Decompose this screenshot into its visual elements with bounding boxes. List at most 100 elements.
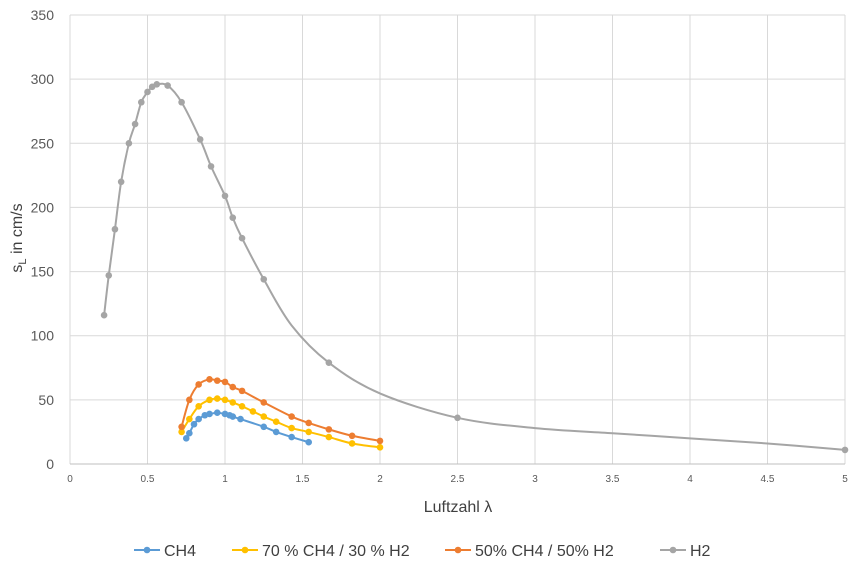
data-point bbox=[305, 419, 313, 427]
data-point bbox=[186, 429, 193, 437]
legend: CH4 70 % CH4 / 30 % H2 50% CH4 / 50% H2 H2 bbox=[134, 543, 711, 560]
y-tick-label: 0 bbox=[46, 456, 54, 472]
data-point bbox=[325, 426, 333, 433]
legend-swatch-marker bbox=[241, 546, 249, 554]
data-point bbox=[213, 395, 221, 402]
x-axis-title: Luftzahl λ bbox=[424, 499, 492, 516]
series-line bbox=[180, 378, 381, 442]
data-point bbox=[325, 433, 333, 441]
data-point bbox=[117, 178, 125, 186]
data-point bbox=[207, 163, 215, 170]
x-tick-label: 0 bbox=[67, 474, 73, 485]
data-point bbox=[190, 420, 198, 428]
series-3 bbox=[100, 80, 849, 454]
data-point bbox=[325, 359, 333, 366]
data-point bbox=[238, 402, 246, 410]
data-point bbox=[186, 415, 193, 423]
data-point bbox=[229, 413, 237, 420]
y-axis-title: sL in cm/s bbox=[9, 203, 29, 272]
x-tick-label: 4 bbox=[687, 474, 693, 485]
y-tick-label: 200 bbox=[31, 199, 55, 215]
data-point bbox=[288, 424, 295, 432]
legend-item: CH4 bbox=[134, 543, 196, 560]
x-tick-label: 1.5 bbox=[296, 474, 310, 485]
data-point bbox=[249, 408, 257, 415]
data-point bbox=[178, 423, 185, 431]
data-point bbox=[144, 88, 151, 96]
data-point bbox=[213, 377, 221, 384]
data-point bbox=[288, 413, 295, 420]
y-tick-label: 350 bbox=[31, 7, 55, 23]
legend-label: 70 % CH4 / 30 % H2 bbox=[262, 543, 410, 560]
data-point bbox=[221, 378, 229, 386]
data-point bbox=[221, 396, 229, 404]
legend-item: 70 % CH4 / 30 % H2 bbox=[232, 543, 410, 560]
data-point bbox=[111, 225, 119, 233]
data-point bbox=[376, 437, 384, 445]
data-point bbox=[260, 423, 268, 431]
data-point bbox=[221, 192, 229, 200]
gridlines bbox=[69, 14, 846, 465]
data-point bbox=[213, 409, 221, 416]
legend-swatch-marker bbox=[143, 546, 151, 554]
data-point bbox=[272, 428, 280, 436]
y-tick-label: 250 bbox=[31, 135, 55, 151]
legend-label: 50% CH4 / 50% H2 bbox=[475, 543, 614, 560]
series-layer bbox=[100, 80, 849, 454]
x-tick-label: 0.5 bbox=[141, 474, 155, 485]
data-point bbox=[229, 214, 237, 221]
legend-item: 50% CH4 / 50% H2 bbox=[445, 543, 614, 560]
x-tick-label: 3 bbox=[532, 474, 538, 485]
data-point bbox=[195, 402, 202, 410]
data-point bbox=[195, 381, 202, 388]
legend-item: H2 bbox=[660, 543, 711, 560]
series-1 bbox=[178, 395, 384, 451]
data-point bbox=[125, 139, 133, 147]
legend-swatch-marker bbox=[454, 546, 462, 554]
series-line bbox=[103, 82, 846, 451]
data-point bbox=[841, 446, 849, 454]
tick-labels: 0 0.5 1 1.5 2 2.5 3 3.5 4 4.5 50501001502002503003… bbox=[31, 7, 849, 485]
series-0 bbox=[182, 409, 313, 446]
legend-label: CH4 bbox=[164, 543, 196, 560]
data-point bbox=[138, 98, 145, 106]
data-point bbox=[178, 98, 185, 106]
x-tick-label: 4.5 bbox=[761, 474, 775, 485]
data-point bbox=[260, 275, 268, 283]
x-tick-label: 1 bbox=[222, 474, 228, 485]
y-tick-label: 100 bbox=[31, 328, 55, 344]
data-point bbox=[131, 120, 139, 128]
data-point bbox=[206, 410, 213, 418]
data-point bbox=[238, 234, 246, 242]
data-point bbox=[348, 440, 356, 447]
data-point bbox=[305, 438, 313, 446]
series-2 bbox=[178, 376, 384, 445]
legend-label: H2 bbox=[690, 543, 711, 560]
data-point bbox=[454, 414, 461, 422]
y-axis-title-sub: L bbox=[17, 259, 29, 265]
y-tick-label: 150 bbox=[31, 264, 55, 280]
x-tick-label: 3.5 bbox=[606, 474, 620, 485]
data-point bbox=[206, 376, 213, 383]
series-line bbox=[180, 397, 381, 449]
x-tick-label: 5 bbox=[842, 474, 848, 485]
data-point bbox=[305, 428, 313, 436]
y-tick-label: 300 bbox=[31, 71, 55, 87]
y-axis-title-rest: in cm/s bbox=[9, 203, 26, 258]
x-tick-label: 2 bbox=[377, 474, 383, 485]
data-point bbox=[229, 399, 237, 406]
data-point bbox=[196, 136, 204, 143]
data-point bbox=[376, 444, 384, 451]
data-point bbox=[348, 432, 356, 440]
legend-swatch-marker bbox=[669, 546, 677, 554]
data-point bbox=[238, 387, 246, 395]
data-point bbox=[182, 435, 190, 442]
data-point bbox=[288, 433, 295, 441]
y-tick-label: 50 bbox=[38, 392, 54, 408]
data-point bbox=[260, 413, 268, 420]
data-point bbox=[237, 415, 244, 423]
data-point bbox=[105, 272, 113, 279]
data-point bbox=[229, 383, 237, 391]
data-point bbox=[186, 396, 193, 404]
